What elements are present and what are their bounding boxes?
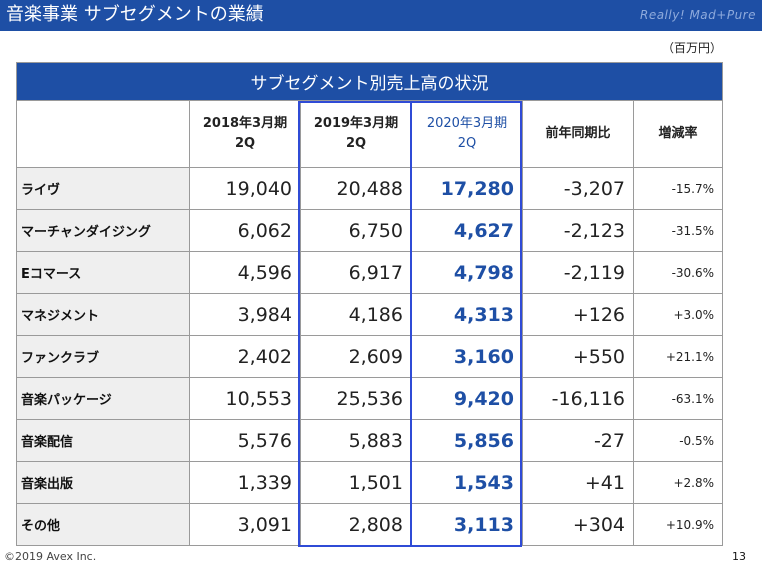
cell-fy2019: 25,536 xyxy=(300,377,412,420)
cell-fy2018: 4,596 xyxy=(189,251,301,294)
cell-fy2020: 3,160 xyxy=(411,335,523,378)
cell-change-rate: +2.8% xyxy=(632,461,724,504)
cell-fy2019: 2,808 xyxy=(300,503,412,546)
cell-fy2020: 17,280 xyxy=(411,167,523,210)
row-label: マーチャンダイジング xyxy=(16,209,190,252)
table-row: マネジメント 3,984 4,186 4,313 +126 +3.0% xyxy=(16,293,724,336)
table-row: 音楽配信 5,576 5,883 5,856 -27 -0.5% xyxy=(16,419,724,462)
cell-change-rate: -63.1% xyxy=(632,377,724,420)
column-header-fy2020: 2020年3月期 2Q xyxy=(411,100,523,168)
table-row: マーチャンダイジング 6,062 6,750 4,627 -2,123 -31.5% xyxy=(16,209,724,252)
cell-fy2020: 4,313 xyxy=(411,293,523,336)
cell-change-rate: -15.7% xyxy=(632,167,724,210)
table-row: Eコマース 4,596 6,917 4,798 -2,119 -30.6% xyxy=(16,251,724,294)
cell-yoy: +126 xyxy=(522,293,634,336)
cell-yoy: -2,119 xyxy=(522,251,634,294)
cell-fy2020: 5,856 xyxy=(411,419,523,462)
cell-fy2019: 4,186 xyxy=(300,293,412,336)
row-label: マネジメント xyxy=(16,293,190,336)
column-header-yoy: 前年同期比 xyxy=(522,100,634,168)
cell-fy2018: 3,984 xyxy=(189,293,301,336)
cell-fy2018: 6,062 xyxy=(189,209,301,252)
cell-change-rate: +3.0% xyxy=(632,293,724,336)
table-row: その他 3,091 2,808 3,113 +304 +10.9% xyxy=(16,503,724,546)
row-header-corner xyxy=(16,100,190,168)
cell-fy2020: 4,627 xyxy=(411,209,523,252)
row-label: 音楽出版 xyxy=(16,461,190,504)
cell-fy2020: 9,420 xyxy=(411,377,523,420)
cell-fy2020: 1,543 xyxy=(411,461,523,504)
cell-fy2018: 1,339 xyxy=(189,461,301,504)
table-row: 音楽出版 1,339 1,501 1,543 +41 +2.8% xyxy=(16,461,724,504)
row-label: 音楽配信 xyxy=(16,419,190,462)
row-label: ファンクラブ xyxy=(16,335,190,378)
cell-fy2019: 20,488 xyxy=(300,167,412,210)
cell-fy2018: 3,091 xyxy=(189,503,301,546)
cell-yoy: -3,207 xyxy=(522,167,634,210)
sub-segment-sales-table: サブセグメント別売上高の状況 2018年3月期 2Q 2019年3月期 2Q 202… xyxy=(15,62,724,546)
cell-fy2019: 6,917 xyxy=(300,251,412,294)
cell-fy2020: 3,113 xyxy=(411,503,523,546)
brand-logo: Really! Mad+Pure xyxy=(639,8,756,22)
cell-fy2018: 10,553 xyxy=(189,377,301,420)
cell-fy2018: 2,402 xyxy=(189,335,301,378)
cell-yoy: +550 xyxy=(522,335,634,378)
cell-yoy: -27 xyxy=(522,419,634,462)
table-row: ファンクラブ 2,402 2,609 3,160 +550 +21.1% xyxy=(16,335,724,378)
cell-fy2018: 19,040 xyxy=(189,167,301,210)
cell-yoy: +304 xyxy=(522,503,634,546)
cell-fy2020: 4,798 xyxy=(411,251,523,294)
cell-fy2019: 5,883 xyxy=(300,419,412,462)
cell-fy2019: 1,501 xyxy=(300,461,412,504)
cell-yoy: +41 xyxy=(522,461,634,504)
unit-label: （百万円） xyxy=(661,41,722,55)
cell-fy2019: 6,750 xyxy=(300,209,412,252)
cell-change-rate: +21.1% xyxy=(632,335,724,378)
column-header-fy2018: 2018年3月期 2Q xyxy=(189,100,301,168)
page-title: 音楽事業 サブセグメントの業績 xyxy=(6,4,264,25)
table-row: 音楽パッケージ 10,553 25,536 9,420 -16,116 -63.1% xyxy=(16,377,724,420)
cell-change-rate: +10.9% xyxy=(632,503,724,546)
header-bar: 音楽事業 サブセグメントの業績 Really! Mad+Pure xyxy=(0,0,762,31)
row-label: その他 xyxy=(16,503,190,546)
cell-change-rate: -0.5% xyxy=(632,419,724,462)
copyright: ©2019 Avex Inc. xyxy=(4,550,97,563)
cell-yoy: -2,123 xyxy=(522,209,634,252)
cell-yoy: -16,116 xyxy=(522,377,634,420)
cell-change-rate: -30.6% xyxy=(632,251,724,294)
cell-change-rate: -31.5% xyxy=(632,209,724,252)
page-number: 13 xyxy=(732,550,746,563)
table-title: サブセグメント別売上高の状況 xyxy=(15,62,724,101)
row-label: 音楽パッケージ xyxy=(16,377,190,420)
column-header-change-rate: 増減率 xyxy=(632,100,724,168)
row-label: ライヴ xyxy=(16,167,190,210)
cell-fy2019: 2,609 xyxy=(300,335,412,378)
column-header-fy2019: 2019年3月期 2Q xyxy=(300,100,412,168)
table-row: ライヴ 19,040 20,488 17,280 -3,207 -15.7% xyxy=(16,167,724,210)
cell-fy2018: 5,576 xyxy=(189,419,301,462)
row-label: Eコマース xyxy=(16,251,190,294)
